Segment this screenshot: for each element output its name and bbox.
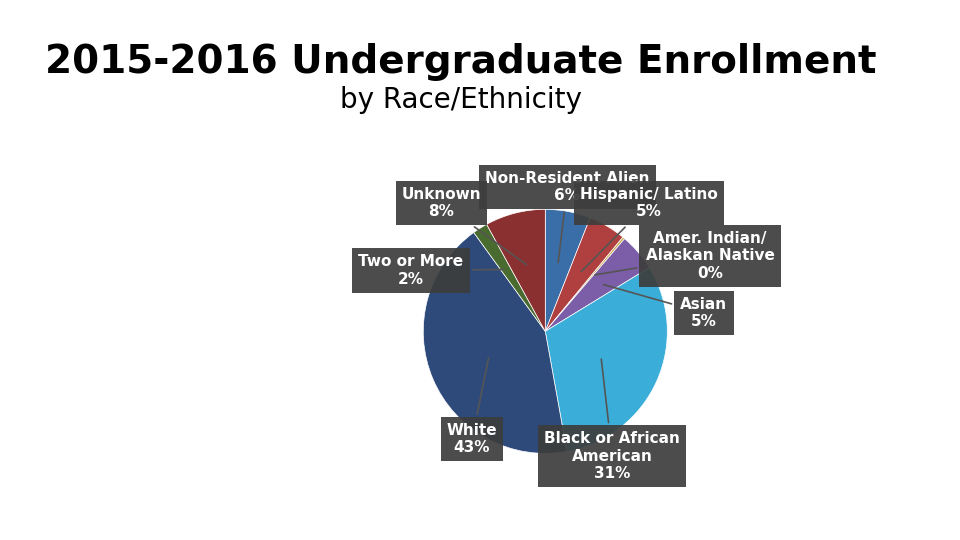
Wedge shape [545,237,625,332]
Text: Black or African
American
31%: Black or African American 31% [544,359,681,481]
Text: Asian
5%: Asian 5% [604,285,728,329]
Text: 2015-2016 Undergraduate Enrollment: 2015-2016 Undergraduate Enrollment [45,43,876,81]
Text: White
43%: White 43% [446,358,497,455]
Text: Hispanic/ Latino
5%: Hispanic/ Latino 5% [580,187,718,272]
Wedge shape [423,233,567,454]
Wedge shape [473,224,545,332]
Wedge shape [545,218,623,332]
Text: Unknown
8%: Unknown 8% [401,187,526,265]
Wedge shape [545,210,590,332]
Wedge shape [545,268,667,451]
Text: by Race/Ethnicity: by Race/Ethnicity [340,86,582,114]
Wedge shape [487,210,545,332]
Wedge shape [545,239,649,332]
Text: Non-Resident Alien
6%: Non-Resident Alien 6% [485,171,650,262]
Text: Amer. Indian/
Alaskan Native
0%: Amer. Indian/ Alaskan Native 0% [595,231,775,281]
Text: Two or More
2%: Two or More 2% [358,254,503,287]
